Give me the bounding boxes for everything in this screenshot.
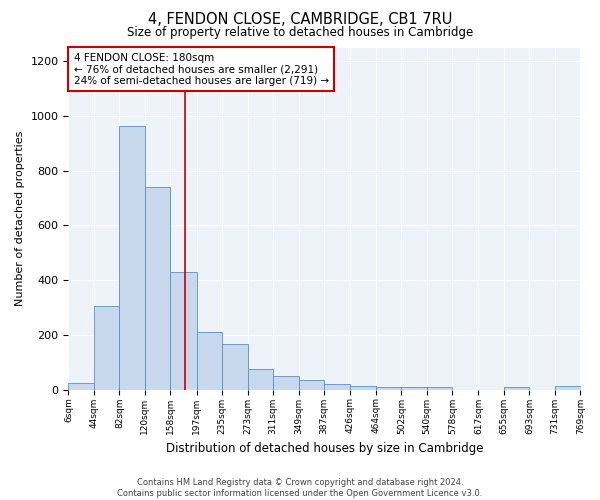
Bar xyxy=(119,126,145,390)
Bar xyxy=(248,369,273,390)
Text: Contains HM Land Registry data © Crown copyright and database right 2024.
Contai: Contains HM Land Registry data © Crown c… xyxy=(118,478,482,498)
Text: 4 FENDON CLOSE: 180sqm
← 76% of detached houses are smaller (2,291)
24% of semi-: 4 FENDON CLOSE: 180sqm ← 76% of detached… xyxy=(74,52,329,86)
Bar xyxy=(222,344,248,390)
Bar xyxy=(401,387,427,390)
Text: Size of property relative to detached houses in Cambridge: Size of property relative to detached ho… xyxy=(127,26,473,39)
Bar xyxy=(555,386,581,390)
Bar xyxy=(324,384,350,390)
Bar xyxy=(94,306,119,390)
Text: 4, FENDON CLOSE, CAMBRIDGE, CB1 7RU: 4, FENDON CLOSE, CAMBRIDGE, CB1 7RU xyxy=(148,12,452,28)
Bar xyxy=(170,272,197,390)
Y-axis label: Number of detached properties: Number of detached properties xyxy=(15,131,25,306)
Bar xyxy=(350,386,376,390)
X-axis label: Distribution of detached houses by size in Cambridge: Distribution of detached houses by size … xyxy=(166,442,483,455)
Bar xyxy=(504,387,529,390)
Bar xyxy=(197,332,222,390)
Bar xyxy=(427,387,452,390)
Bar xyxy=(299,380,324,390)
Bar xyxy=(68,383,94,390)
Bar xyxy=(145,187,170,390)
Bar xyxy=(273,376,299,390)
Bar xyxy=(376,387,401,390)
